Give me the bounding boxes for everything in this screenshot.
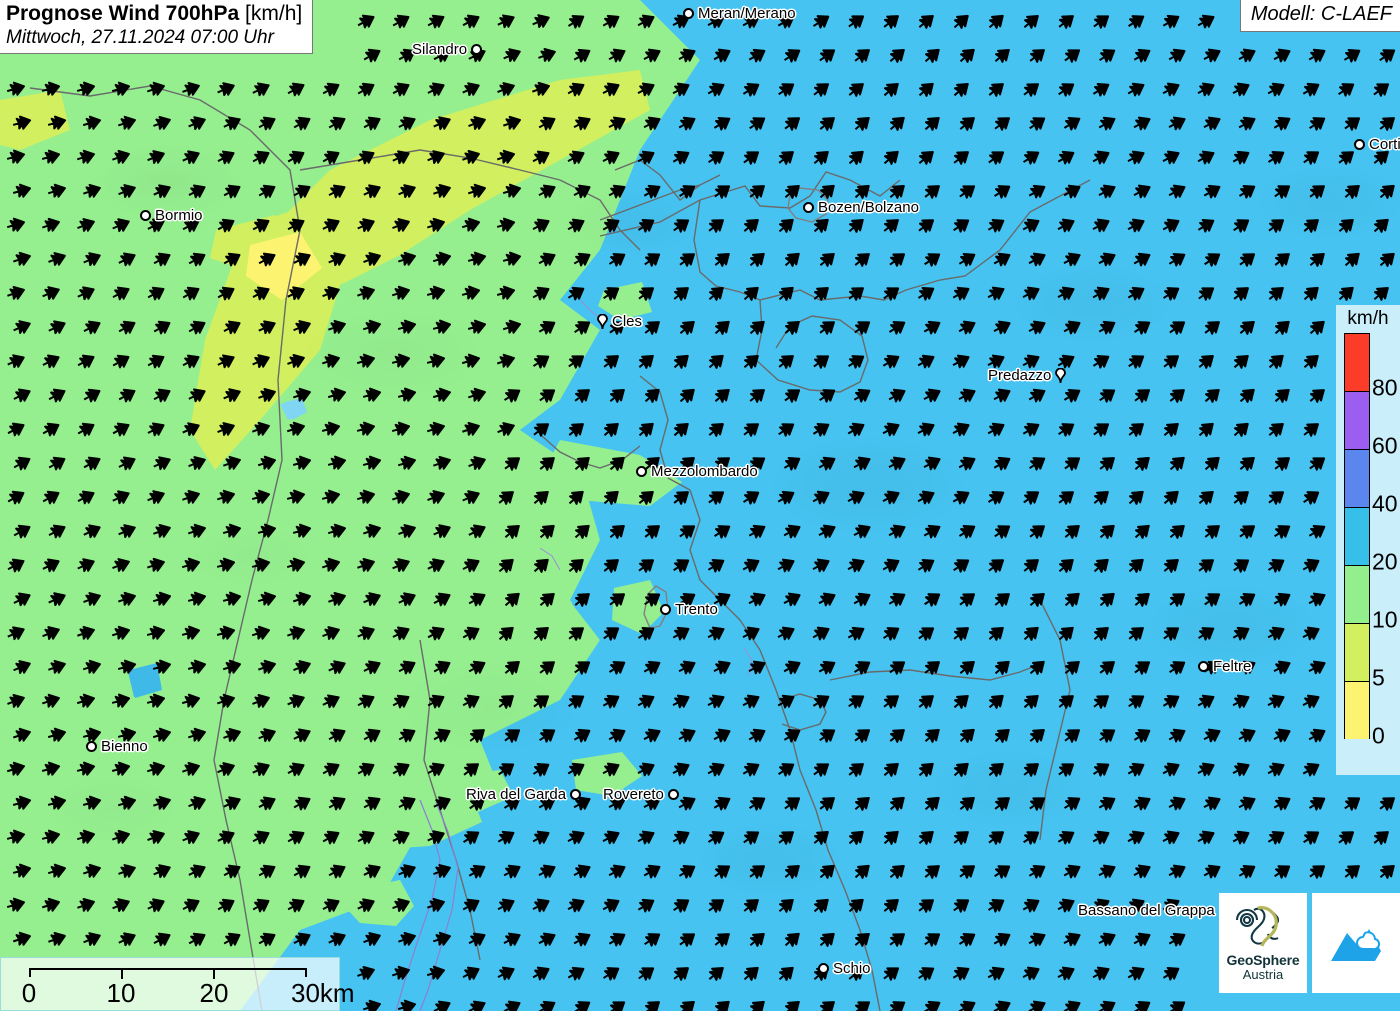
city-label: Meran/Merano — [698, 5, 796, 22]
city-dot-icon — [803, 202, 814, 213]
title-unit-text: [km/h] — [245, 2, 303, 25]
mountain-cloud-icon — [1331, 929, 1381, 961]
legend-band-60-80 — [1344, 391, 1370, 449]
geosphere-name: GeoSphere — [1226, 951, 1300, 968]
legend-tick-10: 10 — [1372, 606, 1398, 633]
city-dot-icon — [683, 8, 694, 19]
city-label: Mezzolombardo — [651, 463, 758, 480]
city-dot-icon — [667, 789, 679, 800]
city-dot-icon — [818, 963, 829, 974]
title-main-text: Prognose Wind 700hPa — [6, 2, 240, 25]
windspeed-legend: km/h 80 60 40 20 10 5 0 — [1336, 305, 1400, 775]
city-marker-cles[interactable]: Cles — [597, 313, 642, 330]
legend-band-80+ — [1344, 333, 1370, 391]
city-marker-bienno[interactable]: Bienno — [86, 738, 148, 755]
city-label: Bienno — [101, 738, 148, 755]
city-marker-mezzolombardo[interactable]: Mezzolombardo — [636, 463, 758, 480]
city-label: Silandro — [412, 41, 468, 58]
city-dot-icon — [140, 210, 151, 221]
city-dot-icon — [1198, 661, 1209, 672]
scale-label-10: 10 — [106, 978, 136, 1008]
city-marker-schio[interactable]: Schio — [818, 960, 871, 977]
city-label: Trento — [675, 601, 718, 618]
scale-label-30: 30km — [291, 978, 355, 1008]
legend-tick-40: 40 — [1372, 490, 1398, 517]
legend-band-0-5 — [1344, 681, 1370, 739]
legend-tick-60: 60 — [1372, 432, 1398, 459]
city-label: Predazzo — [988, 367, 1052, 384]
city-marker-bassano-del-grappa[interactable]: Bassano del Grappa — [1078, 902, 1230, 919]
geosphere-mark-icon — [1235, 905, 1279, 947]
city-dot-icon — [660, 604, 671, 615]
city-marker-rovereto[interactable]: Rovereto — [603, 786, 679, 803]
page-title: Prognose Wind 700hPa [km/h] — [6, 2, 302, 27]
scale-rule — [29, 968, 307, 979]
legend-color-bar: 80 60 40 20 10 5 0 — [1344, 333, 1398, 747]
city-label: Cortina — [1369, 136, 1400, 153]
city-marker-riva-del-garda[interactable]: Riva del Garda — [466, 786, 582, 803]
scale-label-20: 20 — [199, 978, 229, 1008]
city-label: Cles — [612, 313, 643, 330]
scale-label-0: 0 — [21, 978, 37, 1008]
city-label: Bormio — [155, 207, 203, 224]
city-label: Riva del Garda — [466, 786, 567, 803]
legend-tick-20: 20 — [1372, 548, 1398, 575]
city-label: Bozen/Bolzano — [818, 199, 919, 216]
city-dot-icon — [570, 789, 582, 800]
model-label: Modell: C-LAEF — [1239, 0, 1400, 32]
map-pin-icon — [1055, 367, 1067, 384]
city-label: Schio — [833, 960, 871, 977]
city-marker-cortina[interactable]: Cortina — [1354, 136, 1400, 153]
geosphere-subtitle: Austria — [1242, 966, 1284, 982]
legend-band-40-60 — [1344, 449, 1370, 507]
city-marker-bormio[interactable]: Bormio — [140, 207, 203, 224]
title-box: Prognose Wind 700hPa [km/h] Mittwoch, 27… — [0, 0, 314, 55]
logo-strip: GeoSphere Austria — [1219, 893, 1400, 993]
legend-tick-80: 80 — [1372, 374, 1398, 401]
legend-band-20-40 — [1344, 507, 1370, 565]
city-dot-icon — [86, 741, 97, 752]
city-label: Bassano del Grappa — [1078, 902, 1215, 919]
city-marker-predazzo[interactable]: Predazzo — [988, 367, 1067, 384]
city-marker-bozen-bolzano[interactable]: Bozen/Bolzano — [803, 199, 919, 216]
city-label: Rovereto — [603, 786, 664, 803]
forecast-datetime: Mittwoch, 27.11.2024 07:00 Uhr — [6, 26, 274, 48]
legend-band-10-20 — [1344, 565, 1370, 623]
city-dot-icon — [471, 44, 483, 55]
legend-tick-5: 5 — [1372, 664, 1385, 691]
legend-band-5-10 — [1344, 623, 1370, 681]
city-marker-trento[interactable]: Trento — [660, 601, 718, 618]
city-label: Feltre — [1213, 658, 1252, 675]
partner-logo — [1312, 893, 1400, 993]
city-marker-feltre[interactable]: Feltre — [1198, 658, 1251, 675]
city-dot-icon — [1354, 139, 1365, 150]
legend-unit-label: km/h — [1347, 308, 1389, 329]
legend-tick-0: 0 — [1372, 722, 1385, 749]
geosphere-logo: GeoSphere Austria — [1219, 893, 1307, 993]
city-marker-meran-merano[interactable]: Meran/Merano — [683, 5, 796, 22]
city-dot-icon — [636, 466, 647, 477]
city-marker-silandro[interactable]: Silandro — [412, 41, 483, 58]
map-pin-icon — [597, 313, 608, 330]
map-scale-bar: 0 10 20 30km — [0, 957, 355, 1011]
